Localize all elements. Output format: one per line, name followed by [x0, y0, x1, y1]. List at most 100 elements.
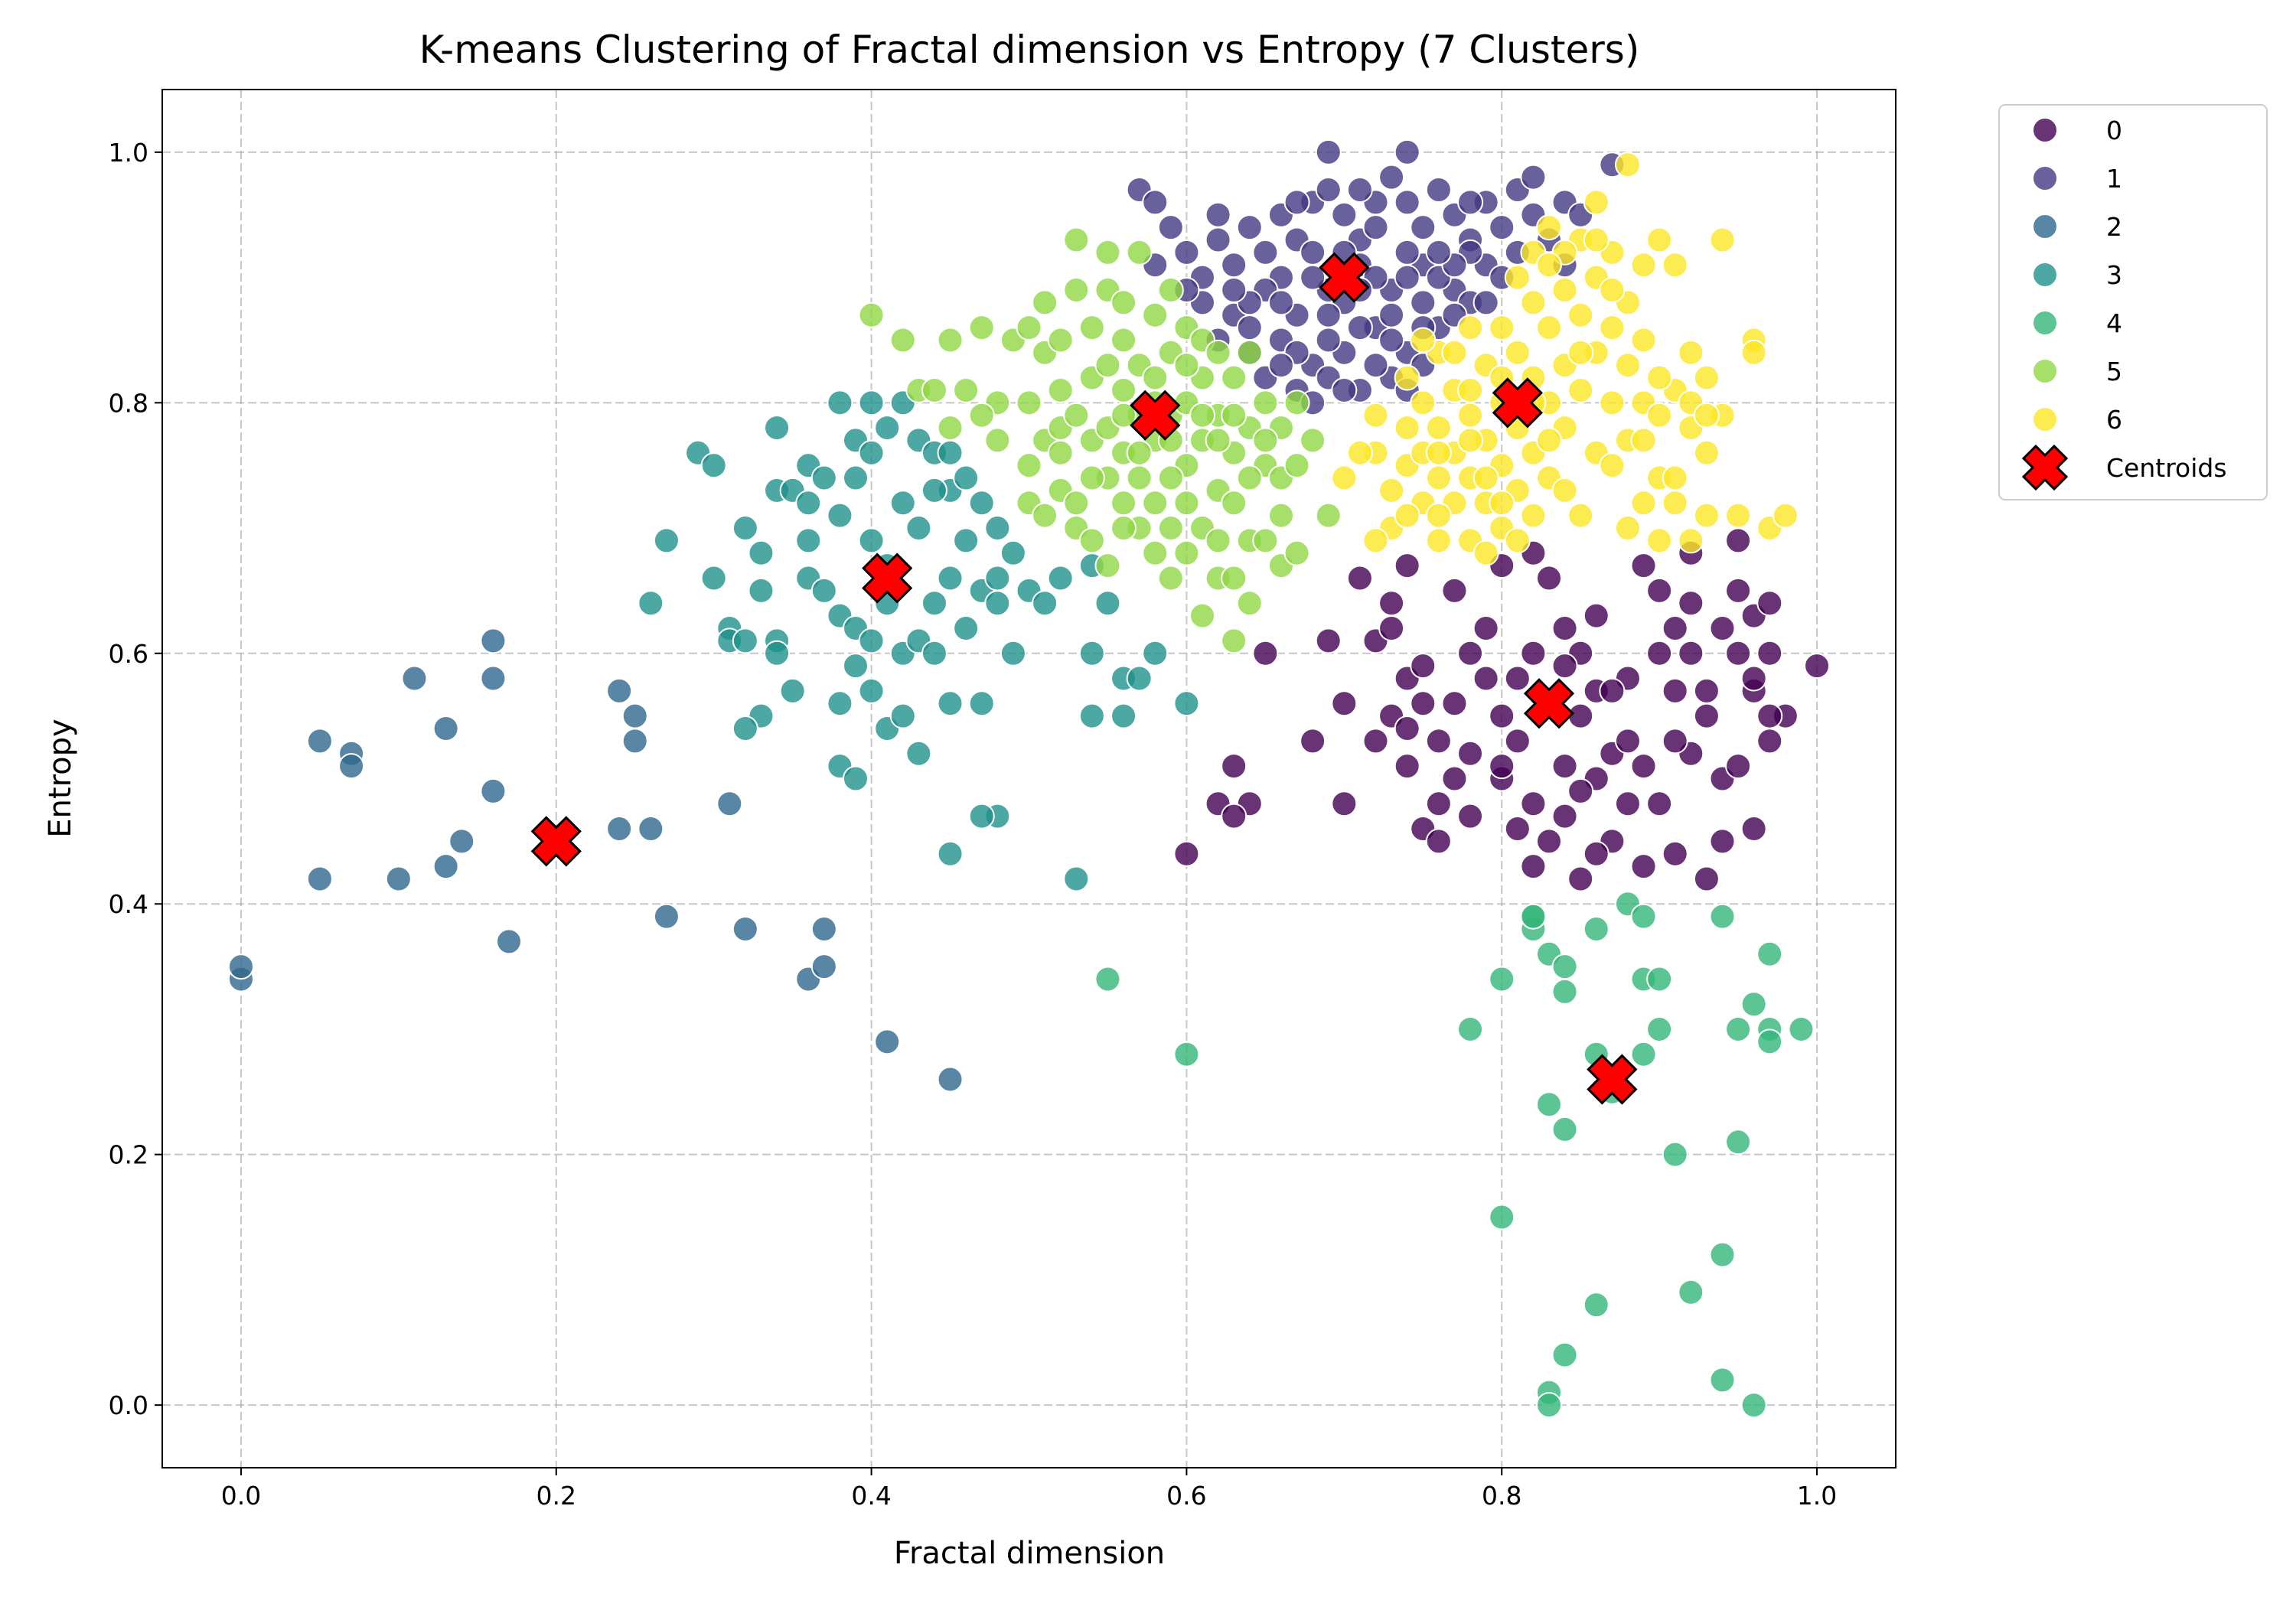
- legend: 0 1 2 3 4 5 6 Centroids: [1998, 104, 2268, 500]
- cluster-3-point: [937, 439, 964, 466]
- cluster-3-point: [810, 577, 837, 604]
- cluster-0-point: [1567, 865, 1594, 892]
- cluster-0-point: [1551, 615, 1578, 642]
- cluster-5-point: [937, 327, 964, 354]
- cluster-3-point: [1047, 565, 1074, 592]
- cluster-6-point: [1394, 415, 1420, 442]
- cluster-5-point: [1173, 539, 1200, 566]
- cluster-3-point: [858, 527, 885, 554]
- cluster-5-point: [1267, 502, 1294, 529]
- cluster-5-point: [937, 415, 964, 442]
- cluster-3-point: [953, 615, 980, 642]
- cluster-0-point: [1410, 653, 1437, 680]
- cluster-6-point: [1441, 339, 1468, 366]
- plot-frame: [161, 89, 1896, 1468]
- cluster-2-point: [432, 853, 459, 880]
- cluster-1-point: [1346, 315, 1373, 341]
- legend-label: 5: [2106, 357, 2122, 386]
- cluster-5-point: [968, 315, 995, 341]
- cluster-1-point: [1520, 164, 1547, 191]
- cluster-6-point: [1536, 252, 1562, 279]
- cluster-2-point: [810, 953, 837, 980]
- cluster-4-point: [1551, 1116, 1578, 1143]
- cluster-4-point: [1709, 1367, 1736, 1393]
- cluster-5-point: [1047, 376, 1074, 403]
- cluster-6-point: [1599, 390, 1626, 416]
- cluster-5-point: [1078, 527, 1105, 554]
- centroid-marker: [1319, 252, 1370, 303]
- cluster-3-point: [858, 439, 885, 466]
- cluster-2-point: [401, 665, 428, 692]
- cluster-0-point: [1457, 740, 1484, 767]
- cluster-1-point: [1142, 189, 1169, 216]
- cluster-0-point: [1709, 615, 1736, 642]
- cluster-0-point: [1221, 753, 1247, 780]
- y-tick-label: 0.4: [109, 889, 148, 919]
- cluster-1-point: [1205, 201, 1231, 228]
- cluster-0-point: [1662, 615, 1688, 642]
- cluster-6-point: [1331, 464, 1358, 491]
- cluster-2-point: [606, 677, 633, 704]
- cluster-0-point: [1725, 640, 1752, 667]
- cluster-5-point: [1173, 490, 1200, 517]
- cluster-4-point: [1583, 1292, 1609, 1319]
- cluster-1-point: [1315, 139, 1342, 165]
- legend-marker: [2032, 358, 2058, 384]
- cluster-2-points: [227, 627, 964, 1093]
- legend-label: 6: [2106, 405, 2122, 435]
- cluster-5-point: [1078, 315, 1105, 341]
- cluster-5-point: [1047, 439, 1074, 466]
- cluster-2-point: [306, 865, 333, 892]
- cluster-5-point: [1110, 376, 1137, 403]
- cluster-0-point: [1221, 803, 1247, 830]
- cluster-0-point: [1378, 590, 1405, 617]
- cluster-5-point: [1047, 327, 1074, 354]
- cluster-0-point: [1756, 728, 1783, 755]
- legend-marker: [2032, 117, 2058, 143]
- cluster-0-point: [1693, 865, 1720, 892]
- cluster-0-point: [1551, 653, 1578, 680]
- cluster-1-point: [1410, 289, 1437, 316]
- cluster-5-point: [858, 302, 885, 328]
- cluster-1-point: [1394, 139, 1420, 165]
- cluster-6-point: [1504, 339, 1531, 366]
- cluster-4-points: [1094, 891, 1815, 1419]
- cluster-0-point: [1315, 627, 1342, 654]
- cluster-5-point: [889, 327, 916, 354]
- data-points: [227, 139, 1831, 1419]
- cluster-5-point: [1142, 490, 1169, 517]
- cluster-5-point: [1063, 276, 1090, 303]
- centroid-marker: [1587, 1054, 1638, 1105]
- cluster-6-point: [1693, 364, 1720, 391]
- x-tick-label: 0.6: [1166, 1481, 1206, 1511]
- cluster-6-point: [1709, 227, 1736, 253]
- cluster-5-point: [1063, 227, 1090, 253]
- cluster-5-point: [1236, 339, 1263, 366]
- cluster-0-point: [1425, 790, 1452, 817]
- legend-marker: [2032, 165, 2058, 191]
- y-tick-label: 0.8: [109, 388, 148, 418]
- cluster-3-point: [843, 653, 869, 680]
- cluster-6-point: [1630, 327, 1657, 354]
- cluster-0-point: [1756, 702, 1783, 729]
- cluster-6-point: [1551, 276, 1578, 303]
- cluster-1-point: [1331, 376, 1358, 403]
- cluster-5-point: [1094, 239, 1121, 266]
- cluster-5-point: [1157, 276, 1184, 303]
- cluster-6-point: [1425, 464, 1452, 491]
- cluster-6-point: [1662, 252, 1688, 279]
- cluster-0-point: [1662, 840, 1688, 867]
- cluster-4-point: [1725, 1015, 1752, 1042]
- cluster-1-point: [1410, 214, 1437, 241]
- cluster-2-point: [606, 815, 633, 842]
- cluster-6-point: [1504, 527, 1531, 554]
- cluster-6-point: [1614, 515, 1641, 542]
- cluster-6-points: [1331, 152, 1799, 566]
- cluster-1-point: [1346, 176, 1373, 203]
- cluster-0-point: [1740, 665, 1767, 692]
- cluster-1-point: [1425, 239, 1452, 266]
- cluster-6-point: [1457, 376, 1484, 403]
- x-tick-label: 0.4: [851, 1481, 891, 1511]
- cluster-0-point: [1646, 790, 1673, 817]
- cluster-5-point: [1221, 402, 1247, 429]
